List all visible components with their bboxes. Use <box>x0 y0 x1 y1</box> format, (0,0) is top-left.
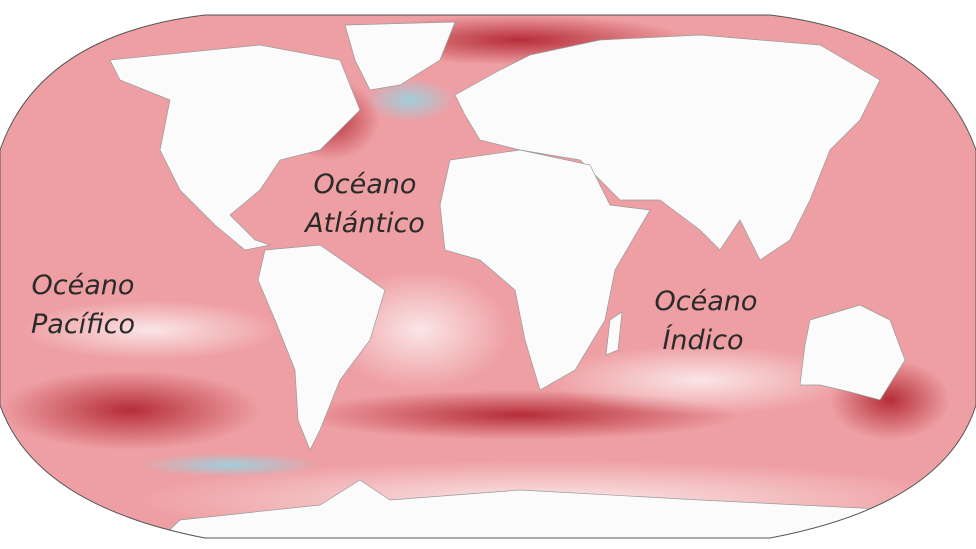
africa <box>439 149 651 391</box>
ocean-label: Océano <box>655 286 758 317</box>
madagascar <box>605 311 623 356</box>
ocean-label: Pacífico <box>31 309 135 340</box>
ocean-label: Índico <box>662 324 743 356</box>
greenland <box>344 21 456 91</box>
ocean-label: Océano <box>32 270 135 301</box>
eurasia <box>454 34 881 261</box>
ocean-label: Atlántico <box>303 208 425 239</box>
antarctica <box>149 479 976 538</box>
north-america <box>109 44 361 251</box>
map-outline <box>0 14 976 539</box>
australia <box>799 304 906 401</box>
south-america <box>257 244 386 451</box>
ocean-label: Océano <box>314 169 417 200</box>
ocean-labels: Océano Atlántico Océano Pacífico Océano … <box>31 169 757 356</box>
